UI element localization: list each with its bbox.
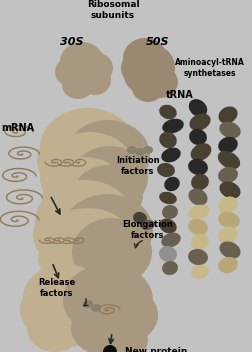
Ellipse shape <box>62 71 94 99</box>
Ellipse shape <box>83 300 93 308</box>
Ellipse shape <box>135 46 175 90</box>
Ellipse shape <box>135 148 145 156</box>
Ellipse shape <box>127 146 137 154</box>
Ellipse shape <box>34 286 110 346</box>
Ellipse shape <box>35 180 135 264</box>
Text: 30S: 30S <box>60 37 84 47</box>
Ellipse shape <box>38 230 102 286</box>
Ellipse shape <box>219 241 240 259</box>
Ellipse shape <box>60 42 104 82</box>
Ellipse shape <box>91 304 101 312</box>
Ellipse shape <box>162 205 178 219</box>
Ellipse shape <box>218 257 238 273</box>
Ellipse shape <box>188 188 208 206</box>
Ellipse shape <box>159 219 177 233</box>
Ellipse shape <box>88 318 148 352</box>
Ellipse shape <box>142 66 178 98</box>
Text: New protein: New protein <box>125 347 187 352</box>
Ellipse shape <box>40 208 136 288</box>
Ellipse shape <box>157 163 175 177</box>
Text: Elongation
factors: Elongation factors <box>122 220 173 240</box>
Ellipse shape <box>188 205 210 219</box>
Ellipse shape <box>72 146 148 210</box>
Ellipse shape <box>79 65 111 95</box>
Ellipse shape <box>121 52 149 84</box>
Ellipse shape <box>40 150 100 206</box>
Ellipse shape <box>162 261 178 275</box>
Text: mRNA: mRNA <box>2 123 35 133</box>
Ellipse shape <box>190 113 210 131</box>
Ellipse shape <box>33 205 103 265</box>
Ellipse shape <box>66 120 150 190</box>
Text: 50S: 50S <box>146 37 170 47</box>
Ellipse shape <box>219 181 240 199</box>
Ellipse shape <box>191 265 209 279</box>
Ellipse shape <box>143 146 153 154</box>
Ellipse shape <box>63 194 153 266</box>
Text: Release
factors: Release factors <box>38 278 76 298</box>
Ellipse shape <box>188 159 208 175</box>
Ellipse shape <box>62 57 102 93</box>
Ellipse shape <box>103 345 117 352</box>
Ellipse shape <box>162 119 184 133</box>
Ellipse shape <box>37 128 107 192</box>
Ellipse shape <box>191 174 209 190</box>
Ellipse shape <box>161 233 181 247</box>
Ellipse shape <box>218 212 240 228</box>
Ellipse shape <box>55 58 85 86</box>
Ellipse shape <box>164 177 180 191</box>
Ellipse shape <box>218 106 238 124</box>
Ellipse shape <box>191 143 211 161</box>
Ellipse shape <box>159 105 177 119</box>
Ellipse shape <box>161 147 181 162</box>
Ellipse shape <box>189 129 207 145</box>
Ellipse shape <box>218 196 238 214</box>
Ellipse shape <box>123 38 167 78</box>
Ellipse shape <box>77 52 113 84</box>
Text: Aminoacyl-tRNA
synthetases: Aminoacyl-tRNA synthetases <box>175 58 245 78</box>
Ellipse shape <box>218 151 240 169</box>
Text: tRNA: tRNA <box>166 90 194 100</box>
Ellipse shape <box>159 192 177 204</box>
Ellipse shape <box>188 249 208 265</box>
Ellipse shape <box>63 264 153 336</box>
Ellipse shape <box>188 219 208 235</box>
Ellipse shape <box>20 282 84 338</box>
Ellipse shape <box>71 300 141 352</box>
Ellipse shape <box>43 157 127 227</box>
Ellipse shape <box>218 167 238 183</box>
Ellipse shape <box>218 227 238 243</box>
Text: Ribosomal
subunits: Ribosomal subunits <box>87 0 139 20</box>
Ellipse shape <box>141 220 155 230</box>
Ellipse shape <box>218 137 238 153</box>
Ellipse shape <box>132 74 164 102</box>
Ellipse shape <box>82 285 158 345</box>
Ellipse shape <box>159 132 177 148</box>
Ellipse shape <box>191 234 209 250</box>
Ellipse shape <box>40 108 136 188</box>
Ellipse shape <box>73 165 143 225</box>
Ellipse shape <box>72 218 152 286</box>
Ellipse shape <box>133 212 147 224</box>
Ellipse shape <box>159 246 177 262</box>
Text: Initiation
factors: Initiation factors <box>116 156 160 176</box>
Ellipse shape <box>219 121 241 138</box>
Ellipse shape <box>45 132 135 208</box>
Ellipse shape <box>23 264 107 332</box>
Ellipse shape <box>189 99 207 117</box>
Ellipse shape <box>27 304 83 352</box>
Ellipse shape <box>124 57 160 93</box>
